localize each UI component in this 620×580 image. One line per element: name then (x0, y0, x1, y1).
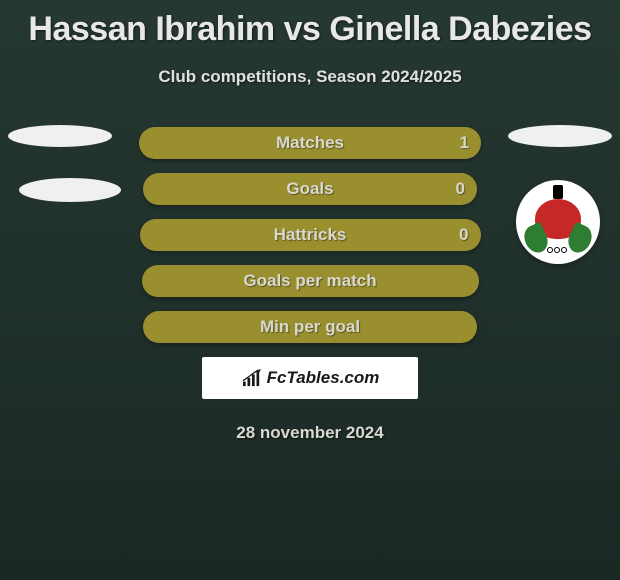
stat-value: 0 (456, 179, 465, 199)
stat-label: Matches (276, 133, 344, 153)
stats-container: Matches 1 Goals 0 Hattricks 0 Goals per … (0, 127, 620, 343)
chart-icon (241, 369, 263, 387)
stat-bar: Min per goal (143, 311, 477, 343)
stat-bar: Goals per match (142, 265, 479, 297)
page-subtitle: Club competitions, Season 2024/2025 (0, 67, 620, 87)
stat-bar: Goals 0 (143, 173, 477, 205)
stat-value: 1 (460, 133, 469, 153)
stat-label: Goals per match (243, 271, 376, 291)
stat-label: Min per goal (260, 317, 360, 337)
stat-row-goals-per-match: Goals per match (0, 265, 620, 297)
stat-bar: Hattricks 0 (140, 219, 481, 251)
stat-row-hattricks: Hattricks 0 (0, 219, 620, 251)
stat-row-matches: Matches 1 (0, 127, 620, 159)
stat-label: Hattricks (274, 225, 347, 245)
stat-label: Goals (286, 179, 333, 199)
stat-row-min-per-goal: Min per goal (0, 311, 620, 343)
page-title: Hassan Ibrahim vs Ginella Dabezies (0, 0, 620, 49)
footer-brand-text: FcTables.com (267, 368, 380, 388)
date-text: 28 november 2024 (0, 423, 620, 443)
footer-brand-box[interactable]: FcTables.com (202, 357, 418, 399)
stat-row-goals: Goals 0 (0, 173, 620, 205)
stat-value: 0 (459, 225, 468, 245)
stat-bar: Matches 1 (139, 127, 481, 159)
